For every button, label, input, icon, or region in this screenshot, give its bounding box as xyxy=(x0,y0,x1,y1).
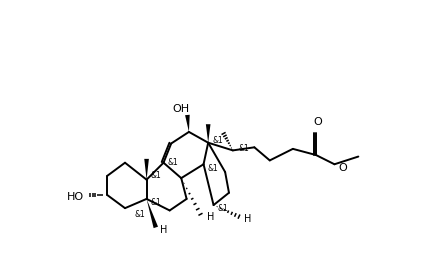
Text: O: O xyxy=(338,163,347,173)
Polygon shape xyxy=(185,115,190,132)
Text: &1: &1 xyxy=(208,164,218,173)
Text: H: H xyxy=(243,214,251,224)
Polygon shape xyxy=(144,159,149,180)
Polygon shape xyxy=(206,124,211,143)
Text: &1: &1 xyxy=(218,204,228,214)
Text: OH: OH xyxy=(173,104,190,114)
Text: H: H xyxy=(160,225,168,235)
Text: &1: &1 xyxy=(150,171,161,180)
Text: &1: &1 xyxy=(167,158,178,167)
Text: &1: &1 xyxy=(150,198,161,207)
Text: HO: HO xyxy=(67,192,84,202)
Text: &1: &1 xyxy=(239,144,250,153)
Text: &1: &1 xyxy=(134,210,145,219)
Text: H: H xyxy=(207,212,214,222)
Text: &1: &1 xyxy=(212,136,223,145)
Text: O: O xyxy=(313,117,322,127)
Polygon shape xyxy=(146,199,158,228)
